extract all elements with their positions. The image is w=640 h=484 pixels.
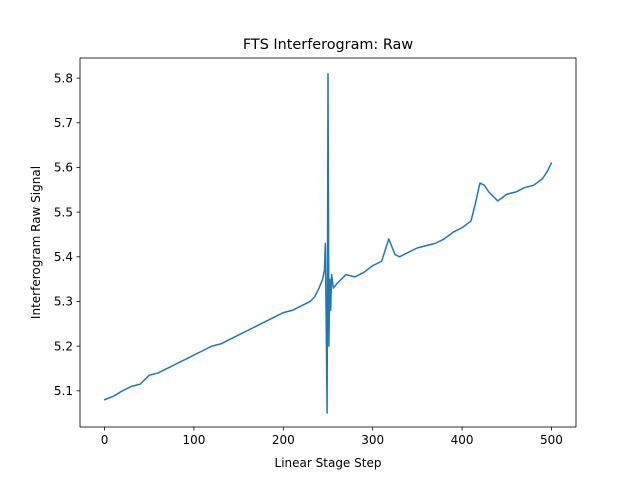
y-axis-ticks: 5.1 5.2 5.3 5.4 5.5 5.6 5.7 5.8 xyxy=(54,71,80,398)
y-tick-label: 5.2 xyxy=(54,339,73,353)
x-tick-label: 100 xyxy=(182,433,205,447)
plot-area xyxy=(103,72,553,414)
x-tick-label: 400 xyxy=(451,433,474,447)
y-tick-label: 5.3 xyxy=(54,295,73,309)
y-tick-label: 5.5 xyxy=(54,205,73,219)
axes-frame xyxy=(79,57,577,428)
x-tick-label: 500 xyxy=(540,433,563,447)
x-axis-label: Linear Stage Step xyxy=(275,456,382,470)
series-line xyxy=(103,72,553,414)
y-axis-label: Interferogram Raw Signal xyxy=(29,166,43,319)
y-tick-label: 5.4 xyxy=(54,250,73,264)
x-tick-label: 200 xyxy=(272,433,295,447)
y-tick-label: 5.1 xyxy=(54,384,73,398)
chart-title: FTS Interferogram: Raw xyxy=(243,37,413,53)
x-tick-label: 300 xyxy=(361,433,384,447)
x-tick-label: 0 xyxy=(101,433,109,447)
y-tick-label: 5.6 xyxy=(54,161,73,175)
y-tick-label: 5.8 xyxy=(54,71,73,85)
y-tick-label: 5.7 xyxy=(54,116,73,130)
x-axis-ticks: 0 100 200 300 400 500 xyxy=(101,427,563,447)
